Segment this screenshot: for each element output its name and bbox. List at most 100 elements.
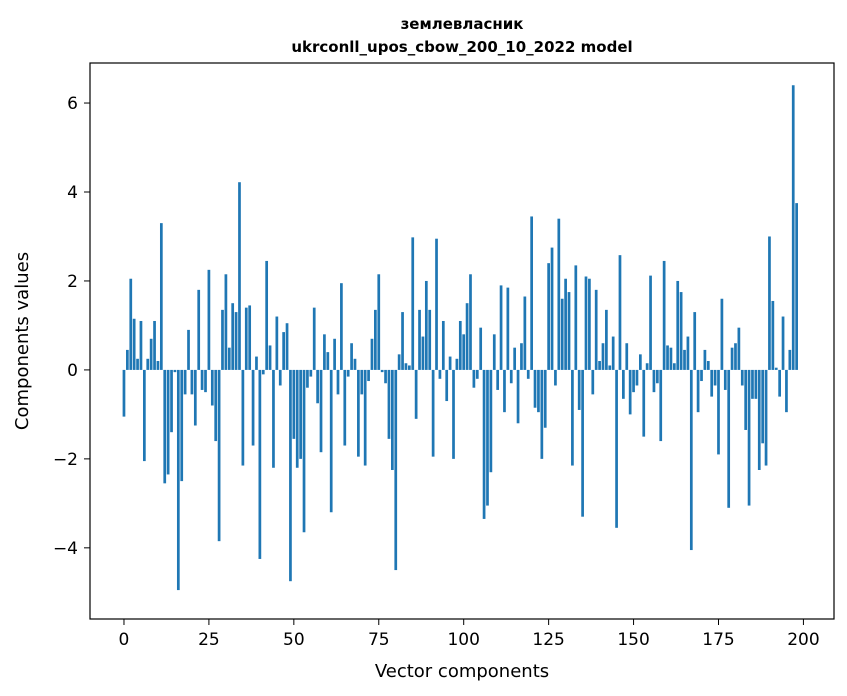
bar-159: [662, 260, 666, 370]
bar-36: [244, 307, 248, 370]
bar-113: [506, 287, 510, 370]
bar-178: [727, 369, 731, 508]
bar-144: [611, 336, 615, 370]
bar-55: [309, 369, 313, 377]
bar-106: [482, 369, 486, 519]
y-axis-label: Components values: [12, 252, 33, 430]
bar-66: [346, 369, 350, 377]
bar-62: [333, 338, 336, 370]
bar-81: [397, 354, 401, 370]
bar-120: [530, 216, 534, 370]
bar-127: [554, 369, 557, 386]
bar-10: [156, 361, 160, 370]
bar-53: [302, 369, 306, 533]
bar-74: [374, 309, 377, 370]
bar-114: [509, 369, 513, 384]
bar-11: [159, 223, 163, 370]
bar-176: [720, 298, 724, 370]
bar-79: [390, 369, 394, 470]
bar-156: [652, 369, 656, 393]
bar-96: [448, 356, 452, 370]
bar-111: [499, 285, 503, 370]
bar-24: [204, 369, 207, 393]
bar-46: [278, 369, 282, 386]
bar-121: [533, 369, 537, 408]
bar-141: [601, 343, 605, 370]
bar-195: [785, 369, 788, 413]
bar-132: [571, 369, 574, 466]
bar-45: [275, 316, 279, 370]
bar-89: [424, 280, 428, 370]
x-tick-label: 150: [617, 630, 649, 650]
bar-63: [336, 369, 340, 395]
y-ticks: −4 −2 0 2 4 6: [53, 94, 90, 559]
bar-99: [458, 320, 462, 370]
bar-150: [632, 369, 635, 393]
y-tick-label: −4: [53, 539, 78, 559]
bar-84: [407, 365, 411, 370]
plot-frame: [89, 62, 835, 620]
bar-182: [740, 369, 744, 386]
bar-155: [649, 275, 652, 370]
x-tick-label: 125: [532, 630, 564, 650]
bar-7: [146, 358, 150, 370]
x-tick-label: 0: [119, 630, 130, 650]
bar-9: [153, 320, 156, 370]
x-tick-label: 100: [447, 630, 479, 650]
bar-197: [791, 85, 795, 370]
bar-92: [435, 238, 438, 370]
bar-68: [353, 358, 357, 370]
bar-17: [180, 369, 184, 482]
bar-21: [193, 369, 197, 426]
bar-175: [717, 369, 720, 455]
bar-4: [136, 358, 139, 370]
bar-123: [540, 369, 544, 459]
bar-49: [289, 369, 292, 582]
bar-73: [370, 338, 374, 370]
bar-26: [210, 369, 214, 406]
bar-188: [761, 369, 765, 444]
bar-147: [622, 369, 625, 399]
bar-22: [197, 289, 201, 370]
bar-145: [615, 369, 618, 528]
bar-128: [557, 218, 561, 370]
bar-142: [605, 309, 608, 370]
bar-163: [676, 280, 680, 370]
bar-88: [421, 336, 425, 370]
bar-167: [689, 369, 693, 551]
x-tick-label: 200: [787, 630, 819, 650]
bar-133: [574, 265, 578, 370]
bar-109: [492, 334, 496, 370]
bar-5: [139, 320, 143, 370]
x-axis-label: Vector components: [375, 661, 549, 682]
bar-72: [367, 369, 370, 382]
bar-57: [316, 369, 319, 404]
x-tick-label: 25: [198, 630, 220, 650]
bar-190: [768, 236, 771, 370]
bar-174: [713, 369, 717, 386]
bar-43: [268, 345, 272, 370]
bar-30: [224, 274, 228, 370]
bar-158: [659, 369, 663, 442]
bar-100: [462, 334, 466, 370]
bar-13: [166, 369, 170, 475]
bar-183: [744, 369, 748, 430]
bar-107: [486, 369, 489, 506]
bar-177: [723, 369, 727, 390]
bar-3: [132, 318, 136, 370]
bar-23: [200, 369, 204, 390]
bar-78: [387, 369, 391, 439]
bar-151: [635, 369, 639, 386]
bar-124: [543, 369, 547, 428]
bar-108: [489, 369, 493, 473]
bar-0: [122, 369, 126, 417]
bar-146: [618, 255, 622, 370]
x-tick-label: 75: [368, 630, 390, 650]
bar-83: [404, 363, 408, 370]
bar-77: [384, 369, 387, 384]
bar-28: [217, 369, 221, 542]
bar-33: [234, 312, 238, 370]
bar-157: [655, 369, 659, 384]
bar-152: [638, 354, 642, 370]
bar-60: [326, 352, 330, 370]
